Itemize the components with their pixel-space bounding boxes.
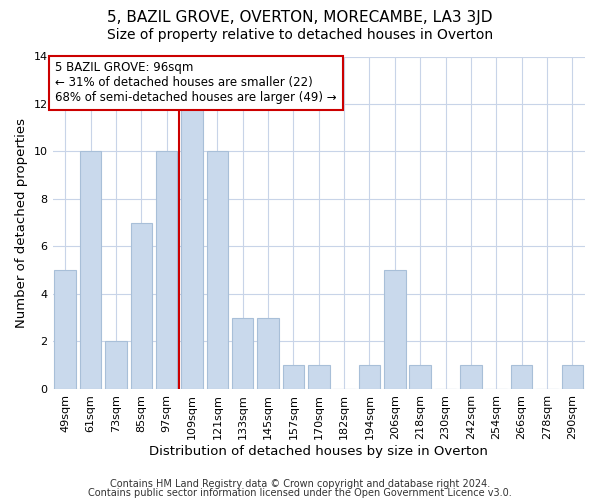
- Bar: [80, 152, 101, 389]
- Bar: [460, 365, 482, 389]
- Bar: [232, 318, 253, 389]
- Text: Size of property relative to detached houses in Overton: Size of property relative to detached ho…: [107, 28, 493, 42]
- Bar: [359, 365, 380, 389]
- Bar: [562, 365, 583, 389]
- X-axis label: Distribution of detached houses by size in Overton: Distribution of detached houses by size …: [149, 444, 488, 458]
- Text: Contains public sector information licensed under the Open Government Licence v3: Contains public sector information licen…: [88, 488, 512, 498]
- Bar: [257, 318, 279, 389]
- Text: 5, BAZIL GROVE, OVERTON, MORECAMBE, LA3 3JD: 5, BAZIL GROVE, OVERTON, MORECAMBE, LA3 …: [107, 10, 493, 25]
- Text: 5 BAZIL GROVE: 96sqm
← 31% of detached houses are smaller (22)
68% of semi-detac: 5 BAZIL GROVE: 96sqm ← 31% of detached h…: [55, 62, 337, 104]
- Bar: [283, 365, 304, 389]
- Bar: [384, 270, 406, 389]
- Bar: [105, 342, 127, 389]
- Bar: [409, 365, 431, 389]
- Text: Contains HM Land Registry data © Crown copyright and database right 2024.: Contains HM Land Registry data © Crown c…: [110, 479, 490, 489]
- Y-axis label: Number of detached properties: Number of detached properties: [15, 118, 28, 328]
- Bar: [55, 270, 76, 389]
- Bar: [181, 104, 203, 389]
- Bar: [308, 365, 329, 389]
- Bar: [511, 365, 532, 389]
- Bar: [156, 152, 178, 389]
- Bar: [131, 222, 152, 389]
- Bar: [206, 152, 228, 389]
